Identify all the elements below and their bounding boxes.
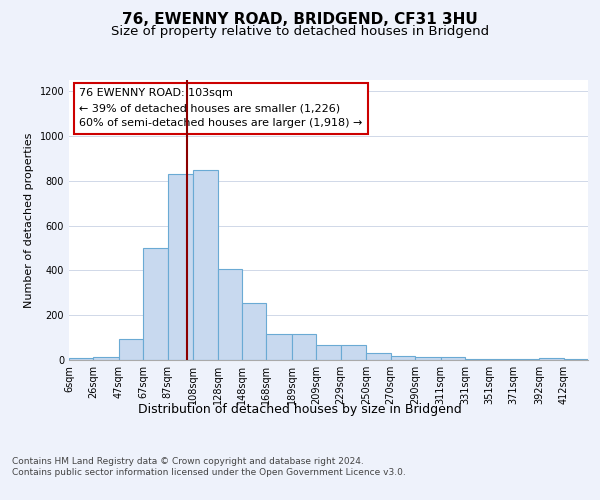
Bar (193, 170, 218, 360)
Bar (391, 356, 415, 360)
Bar (94, 356, 119, 360)
Bar (440, 356, 465, 360)
Bar (366, 354, 391, 360)
Text: 76, EWENNY ROAD, BRIDGEND, CF31 3HU: 76, EWENNY ROAD, BRIDGEND, CF31 3HU (122, 12, 478, 28)
Bar (514, 359, 539, 360)
Bar (539, 358, 563, 360)
Y-axis label: Number of detached properties: Number of detached properties (24, 132, 34, 308)
Bar (316, 346, 341, 360)
Bar (266, 334, 292, 360)
Bar (292, 334, 316, 360)
Bar (341, 346, 366, 360)
Text: 76 EWENNY ROAD: 103sqm
← 39% of detached houses are smaller (1,226)
60% of semi-: 76 EWENNY ROAD: 103sqm ← 39% of detached… (79, 88, 363, 128)
Bar (242, 303, 266, 360)
Bar (490, 359, 514, 360)
Bar (69, 358, 94, 360)
Bar (563, 359, 588, 360)
Bar (167, 174, 193, 360)
Bar (218, 270, 242, 360)
Bar (143, 248, 167, 360)
Text: Size of property relative to detached houses in Bridgend: Size of property relative to detached ho… (111, 24, 489, 38)
Text: Contains HM Land Registry data © Crown copyright and database right 2024.
Contai: Contains HM Land Registry data © Crown c… (12, 458, 406, 477)
Text: Distribution of detached houses by size in Bridgend: Distribution of detached houses by size … (138, 402, 462, 415)
Bar (119, 338, 143, 360)
Bar (415, 356, 440, 360)
Bar (465, 359, 490, 360)
